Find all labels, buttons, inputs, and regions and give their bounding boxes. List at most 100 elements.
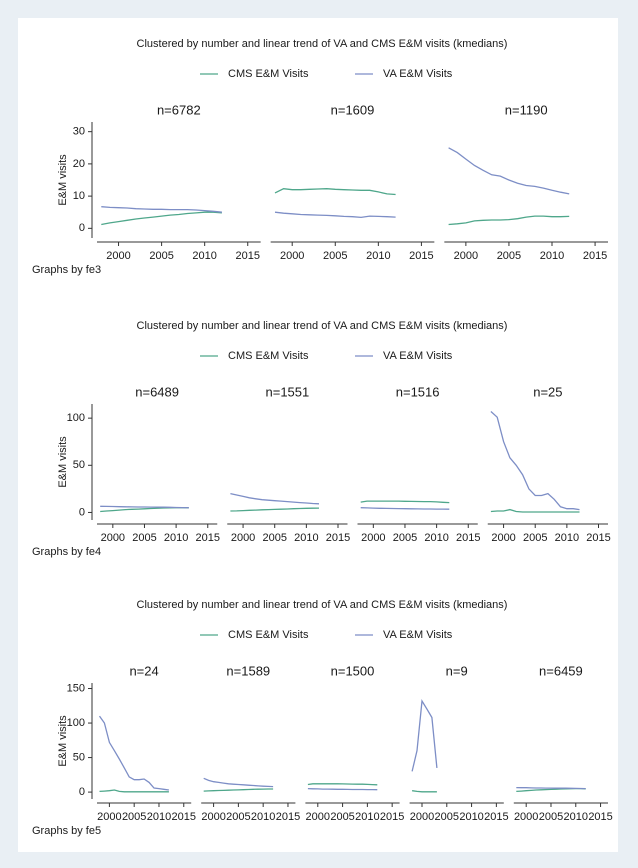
- x-tick-label: 2005: [435, 811, 459, 823]
- x-tick-label: 2005: [539, 811, 563, 823]
- x-tick-label: 2010: [366, 250, 390, 262]
- panel-title: n=6782: [157, 102, 201, 117]
- x-tick-label: 2015: [326, 532, 350, 544]
- x-tick-label: 2010: [164, 532, 188, 544]
- x-tick-label: 2005: [262, 532, 286, 544]
- x-tick-label: 2000: [491, 532, 515, 544]
- x-tick-label: 2015: [588, 811, 612, 823]
- series-line: [99, 789, 169, 793]
- series-line: [203, 788, 274, 792]
- x-tick-label: 2010: [294, 532, 318, 544]
- x-tick-label: 2005: [149, 250, 173, 262]
- x-tick-label: 2000: [306, 811, 330, 823]
- series-line: [274, 188, 396, 196]
- x-tick-label: 2015: [380, 811, 404, 823]
- x-tick-label: 2000: [514, 811, 538, 823]
- x-tick-label: 2015: [409, 250, 433, 262]
- y-tick-label: 10: [73, 190, 85, 202]
- panel-title: n=9: [446, 663, 468, 678]
- note: Graphs by fe5: [32, 825, 101, 837]
- y-tick-label: 0: [79, 786, 85, 798]
- x-tick-label: 2010: [459, 811, 483, 823]
- y-axis-label: E&M visits: [57, 436, 69, 488]
- legend-label: VA E&M Visits: [383, 629, 453, 641]
- x-tick-label: 2000: [454, 250, 478, 262]
- x-tick-label: 2015: [484, 811, 508, 823]
- y-tick-label: 0: [79, 506, 85, 518]
- x-tick-label: 2015: [172, 811, 196, 823]
- series-line: [360, 500, 450, 504]
- x-tick-label: 2010: [355, 811, 379, 823]
- note: Graphs by fe4: [32, 546, 101, 558]
- panel-title: n=1516: [396, 384, 440, 399]
- x-tick-label: 2010: [424, 532, 448, 544]
- x-tick-label: 2000: [201, 811, 225, 823]
- y-tick-label: 30: [73, 126, 85, 138]
- y-tick-label: 20: [73, 158, 85, 170]
- legend-label: VA E&M Visits: [383, 350, 453, 362]
- panel-title: n=24: [129, 663, 158, 678]
- x-tick-label: 2000: [97, 811, 121, 823]
- panel-title: n=6489: [135, 384, 179, 399]
- series-line: [203, 777, 274, 788]
- series-line: [307, 783, 378, 786]
- x-tick-label: 2005: [330, 811, 354, 823]
- x-tick-label: 2015: [456, 532, 480, 544]
- series-line: [101, 206, 222, 213]
- x-tick-label: 2010: [564, 811, 588, 823]
- series-line: [274, 211, 396, 219]
- y-tick-label: 50: [73, 751, 85, 763]
- series-line: [412, 790, 437, 793]
- series-line: [230, 492, 320, 505]
- x-tick-label: 2000: [410, 811, 434, 823]
- x-tick-label: 2010: [192, 250, 216, 262]
- x-tick-label: 2015: [196, 532, 220, 544]
- chart-title: Clustered by number and linear trend of …: [137, 320, 508, 332]
- x-tick-label: 2000: [106, 250, 130, 262]
- chart-title: Clustered by number and linear trend of …: [137, 599, 508, 611]
- legend-label: VA E&M Visits: [383, 68, 453, 80]
- x-tick-label: 2005: [226, 811, 250, 823]
- x-tick-label: 2015: [583, 250, 607, 262]
- panel-title: n=1609: [331, 102, 375, 117]
- x-tick-label: 2005: [523, 532, 547, 544]
- x-tick-label: 2015: [586, 532, 610, 544]
- x-tick-label: 2010: [147, 811, 171, 823]
- panel-title: n=1589: [226, 663, 270, 678]
- legend-label: CMS E&M Visits: [228, 350, 309, 362]
- y-tick-label: 0: [79, 222, 85, 234]
- x-tick-label: 2000: [101, 532, 125, 544]
- chart-title: Clustered by number and linear trend of …: [137, 38, 508, 50]
- x-tick-label: 2000: [280, 250, 304, 262]
- panel-title: n=25: [533, 384, 562, 399]
- x-tick-label: 2005: [497, 250, 521, 262]
- x-tick-label: 2005: [323, 250, 347, 262]
- y-tick-label: 100: [67, 717, 85, 729]
- x-tick-label: 2000: [231, 532, 255, 544]
- x-tick-label: 2005: [393, 532, 417, 544]
- y-tick-label: 150: [67, 682, 85, 694]
- x-tick-label: 2010: [251, 811, 275, 823]
- series-line: [360, 507, 450, 510]
- x-tick-label: 2010: [540, 250, 564, 262]
- series-line: [448, 147, 570, 195]
- series-line: [101, 211, 222, 226]
- legend-label: CMS E&M Visits: [228, 629, 309, 641]
- series-line: [490, 411, 580, 511]
- page-frame: [18, 18, 618, 852]
- series-line: [230, 507, 320, 512]
- note: Graphs by fe3: [32, 264, 101, 276]
- x-tick-label: 2015: [236, 250, 260, 262]
- y-axis-label: E&M visits: [57, 715, 69, 767]
- x-tick-label: 2005: [132, 532, 156, 544]
- series-line: [448, 215, 570, 226]
- x-tick-label: 2000: [361, 532, 385, 544]
- x-tick-label: 2010: [555, 532, 579, 544]
- panel-title: n=1551: [266, 384, 310, 399]
- series-line: [490, 508, 580, 513]
- series-line: [98, 715, 169, 791]
- y-tick-label: 50: [73, 459, 85, 471]
- legend-label: CMS E&M Visits: [228, 68, 309, 80]
- y-tick-label: 100: [67, 412, 85, 424]
